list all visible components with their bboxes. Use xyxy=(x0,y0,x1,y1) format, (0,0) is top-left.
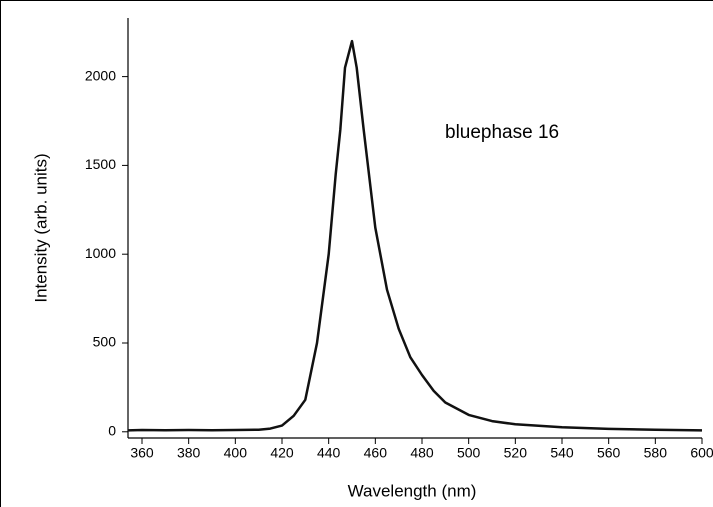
x-tick-label: 500 xyxy=(457,445,481,461)
x-tick-label: 380 xyxy=(177,445,201,461)
x-tick-label: 480 xyxy=(410,445,434,461)
x-tick-label: 400 xyxy=(224,445,248,461)
y-tick-label: 1500 xyxy=(85,156,116,172)
x-tick-label: 420 xyxy=(270,445,294,461)
y-tick-label: 0 xyxy=(108,422,116,438)
x-tick-label: 560 xyxy=(597,445,621,461)
y-tick-label: 1000 xyxy=(85,245,116,261)
x-axis-label: Wavelength (nm) xyxy=(348,481,477,500)
annotation: bluephase 16 xyxy=(445,122,559,143)
y-tick-label: 500 xyxy=(93,334,117,350)
spectrum-line xyxy=(127,39,703,432)
y-tick-label: 2000 xyxy=(85,67,116,83)
y-axis-label: Intensity (arb. units) xyxy=(31,153,50,302)
x-tick-label: 540 xyxy=(550,445,574,461)
x-tick-label: 440 xyxy=(317,445,341,461)
x-tick-label: 580 xyxy=(644,445,668,461)
x-tick-label: 460 xyxy=(364,445,388,461)
x-tick-label: 520 xyxy=(504,445,528,461)
x-tick-label: 360 xyxy=(130,445,154,461)
x-tick-label: 600 xyxy=(690,445,713,461)
